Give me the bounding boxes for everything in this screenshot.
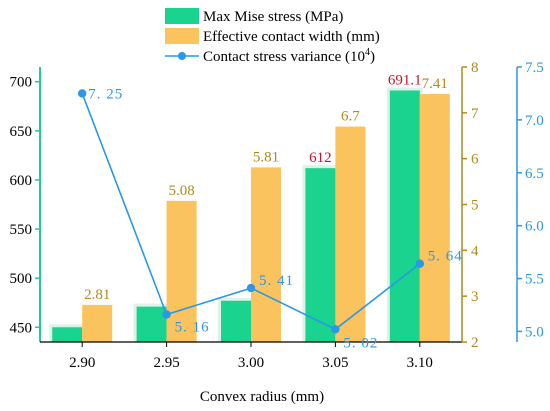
legend-label-stress: Max Mise stress (MPa): [203, 9, 343, 25]
variance-point: [415, 259, 424, 268]
x-tick-label: 3.10: [407, 355, 433, 371]
stress-data-label: 612: [309, 150, 332, 166]
right1-tick-label: 5: [471, 198, 479, 214]
right2-tick-label: 6.0: [525, 219, 544, 235]
width-data-label: 6.7: [341, 109, 360, 125]
variance-data-label: 5. 41: [259, 273, 294, 289]
right1-tick-label: 8: [471, 60, 479, 76]
width-bar: [82, 304, 113, 342]
legend-swatch-variance-point: [178, 52, 186, 60]
left-tick-label: 450: [10, 320, 33, 336]
x-tick-label: 3.00: [238, 355, 264, 371]
variance-point: [246, 283, 256, 293]
stress-bar: [52, 327, 83, 342]
width-data-label: 2.81: [84, 287, 110, 303]
right1-tick-label: 6: [471, 152, 479, 168]
left-tick-label: 700: [10, 75, 33, 91]
width-bar: [251, 167, 281, 342]
x-tick-label: 2.90: [69, 355, 95, 371]
legend-swatch-stress: [165, 8, 199, 24]
stress-bar: [389, 90, 420, 343]
x-tick-label: 3.05: [322, 355, 348, 371]
width-bar: [419, 94, 450, 343]
right2-tick-label: 5.5: [525, 272, 544, 288]
right2-tick-label: 5.0: [525, 324, 544, 340]
right2-tick-label: 7.5: [525, 60, 544, 76]
stress-bar: [221, 300, 251, 342]
left-tick-label: 600: [10, 173, 33, 189]
stress-bar: [305, 168, 336, 342]
right2-tick-label: 6.5: [525, 166, 544, 182]
plot-area: 450 500 550 600 650 700 2 3 4 5 6 7 8 5.0 5.5 6.0 6.5 7.0…: [10, 60, 544, 371]
left-tick-label: 550: [10, 222, 33, 238]
right1-tick-label: 2: [471, 335, 479, 351]
width-bar: [166, 200, 197, 342]
right1-tick-label: 4: [471, 243, 479, 259]
width-data-label: 5.81: [253, 149, 279, 165]
variance-line: [81, 93, 421, 331]
right1-tick-label: 3: [471, 289, 479, 305]
width-data-label: 7.41: [422, 76, 448, 92]
x-axis-label: Convex radius (mm): [200, 389, 324, 405]
stress-bar: [136, 306, 167, 342]
variance-data-label: 5. 02: [343, 335, 378, 351]
variance-point: [162, 310, 171, 319]
variance-data-label: 7. 25: [88, 86, 123, 102]
legend-label-width: Effective contact width (mm): [203, 29, 380, 45]
right1-tick-label: 7: [471, 106, 479, 122]
left-tick-label: 500: [10, 271, 33, 287]
stress-data-label: 691.1: [388, 72, 422, 88]
variance-data-label: 5. 64: [428, 249, 463, 265]
x-tick-label: 2.95: [153, 355, 179, 371]
right2-tick-label: 7.0: [525, 113, 544, 129]
width-data-label: 5.08: [168, 183, 194, 199]
variance-point: [331, 325, 340, 334]
legend-label-variance: Contact stress variance (104): [203, 47, 375, 65]
width-bar: [335, 126, 366, 342]
left-tick-label: 650: [10, 124, 33, 140]
legend-swatch-width: [165, 28, 199, 44]
variance-data-label: 5. 16: [175, 320, 210, 336]
legend: Max Mise stress (MPa) Effective contact w…: [165, 8, 380, 65]
variance-point: [78, 89, 87, 98]
